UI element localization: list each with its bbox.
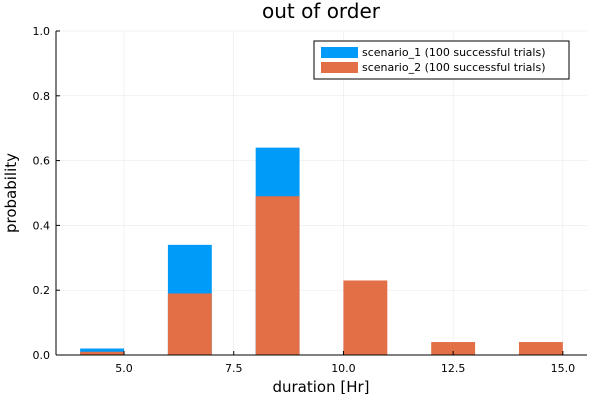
series-2-bar — [343, 280, 388, 355]
legend: scenario_1 (100 successful trials) scenar… — [313, 40, 570, 80]
legend-swatch-series-2 — [321, 62, 358, 73]
y-tick-label: 0.2 — [33, 284, 51, 297]
grid — [56, 30, 587, 356]
y-tick-label: 0.8 — [33, 90, 51, 103]
series-2-bar — [431, 342, 476, 355]
series-2-bar — [80, 351, 125, 355]
y-tick-label: 0.6 — [33, 155, 51, 168]
series-2-bar — [167, 293, 212, 355]
x-tick-label: 7.5 — [225, 362, 243, 375]
x-axis-title: duration [Hr] — [272, 378, 369, 396]
series-2-bar — [255, 196, 300, 355]
y-tick-label: 1.0 — [33, 25, 51, 38]
bars — [80, 147, 563, 355]
y-tick-label: 0.4 — [33, 219, 51, 232]
axes: 5.0 7.5 10.0 12.5 15.0 0.0 0.2 0.4 0.6 0.8 1.0 — [33, 25, 587, 375]
x-tick-label: 12.5 — [441, 362, 466, 375]
series-2-bar — [518, 342, 563, 355]
x-tick-label: 15.0 — [551, 362, 576, 375]
legend-label-series-2: scenario_2 (100 successful trials) — [362, 61, 545, 74]
chart-title: out of order — [262, 0, 381, 23]
x-tick-label: 5.0 — [115, 362, 133, 375]
x-tick-label: 10.0 — [331, 362, 356, 375]
legend-swatch-series-1 — [321, 47, 358, 58]
legend-label-series-1: scenario_1 (100 successful trials) — [362, 46, 545, 59]
y-axis-title: probability — [2, 153, 20, 233]
y-tick-label: 0.0 — [33, 349, 51, 362]
